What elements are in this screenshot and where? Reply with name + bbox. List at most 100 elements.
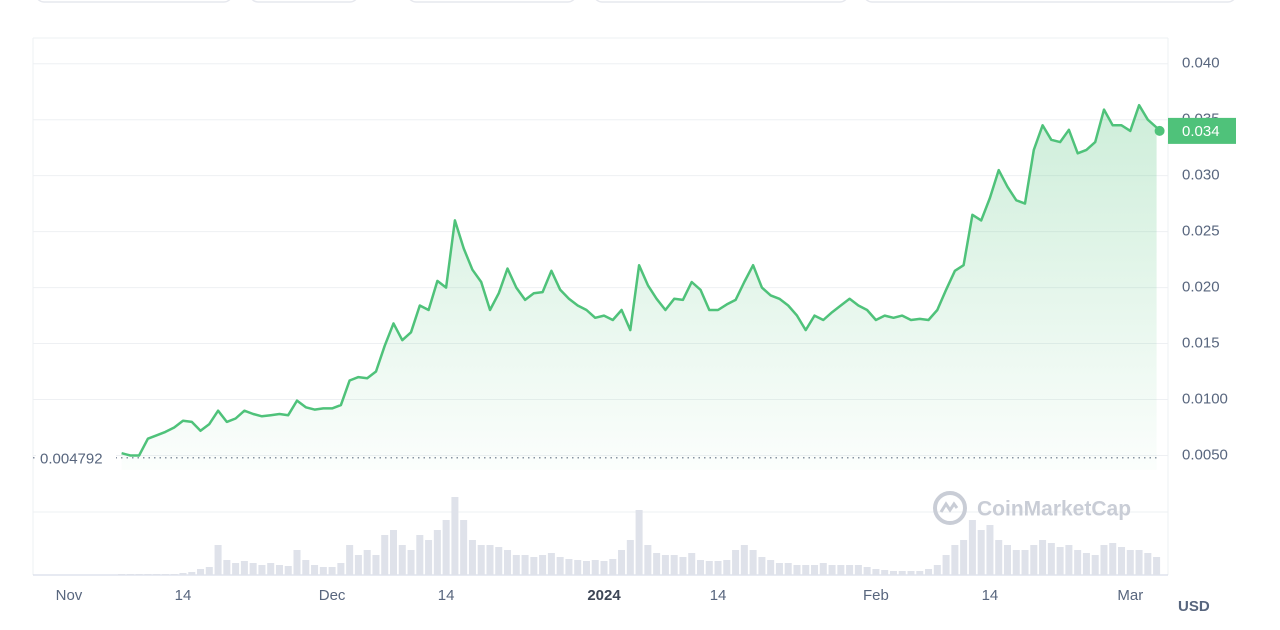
volume-bar (644, 545, 652, 575)
volume-bar (319, 567, 327, 575)
currency-label: USD (1178, 598, 1210, 615)
y-tick-label: 0.025 (1182, 223, 1220, 240)
volume-bar (1047, 543, 1055, 575)
volume-bar (232, 563, 240, 575)
volume-bar (591, 560, 599, 575)
volume-bar (819, 563, 827, 575)
volume-bar (732, 550, 740, 575)
volume-bar (372, 555, 380, 575)
volume-bar (688, 553, 696, 575)
volume-bar (547, 553, 555, 575)
volume-bar (740, 545, 748, 575)
volume-bar (179, 573, 187, 575)
volume-bar (153, 574, 161, 575)
volume-bar (723, 560, 731, 575)
volume-bar (530, 557, 538, 575)
volume-bar (223, 560, 231, 575)
volume-bar (363, 550, 371, 575)
volume-bar (486, 545, 494, 575)
volume-bar (311, 565, 319, 575)
volume-bar (872, 569, 880, 575)
volume-bar (705, 561, 713, 575)
volume-bar (1109, 543, 1117, 575)
volume-bar (214, 545, 222, 575)
volume-bar (670, 555, 678, 575)
volume-bar (398, 545, 406, 575)
y-tick-label: 0.030 (1182, 167, 1220, 184)
volume-bar (1021, 550, 1029, 575)
volume-bar (960, 540, 968, 575)
volume-bar (118, 574, 126, 575)
x-tick-label: 14 (438, 587, 455, 604)
volume-bar (389, 530, 398, 575)
volume-bar (556, 557, 564, 575)
volume-bar (512, 555, 520, 575)
volume-bar (767, 560, 775, 575)
volume-bar (802, 565, 810, 575)
start-price-label: 0.004792 (40, 451, 103, 468)
volume-bar (925, 569, 933, 575)
volume-bar (258, 565, 266, 575)
volume-bar (758, 557, 766, 575)
volume-bar (205, 567, 213, 575)
volume-bar (1065, 545, 1073, 575)
volume-bar (600, 561, 608, 575)
volume-bar (977, 530, 985, 575)
watermark: CoinMarketCap (933, 491, 1131, 525)
volume-bar (1039, 540, 1047, 575)
volume-bar (240, 561, 248, 575)
volume-bar (811, 565, 819, 575)
x-tick-label: Dec (319, 587, 346, 604)
volume-bar (714, 561, 722, 575)
current-price-label: 0.034 (1182, 123, 1220, 140)
volume-bar (1012, 550, 1020, 575)
price-line (121, 103, 1158, 457)
volume-bar (425, 540, 433, 575)
volume-bar (775, 563, 783, 575)
volume-bar (793, 565, 801, 575)
volume-bar (354, 555, 362, 575)
volume-bar (951, 545, 959, 575)
volume-bar (144, 574, 152, 575)
volume-bar (574, 560, 582, 575)
volume-bar (249, 563, 257, 575)
volume-bar (267, 563, 275, 575)
volume-bar (1118, 547, 1126, 575)
volume-bar (1144, 553, 1152, 575)
y-tick-label: 0.020 (1182, 279, 1220, 296)
volume-bar (1091, 555, 1099, 575)
volume-bar (696, 560, 705, 575)
volume-bar (881, 570, 889, 575)
volume-bar (1056, 547, 1064, 575)
x-tick-label: Nov (56, 587, 83, 604)
volume-bar (968, 520, 976, 575)
volume-bar (539, 555, 547, 575)
volume-bar (1153, 557, 1161, 575)
volume-bar (161, 574, 169, 575)
volume-bar (381, 535, 389, 575)
volume-bar (521, 555, 529, 575)
volume-bar (1030, 545, 1038, 575)
volume-bar (889, 571, 897, 575)
volume-bar (916, 571, 924, 575)
volume-bar (995, 540, 1003, 575)
x-tick-label: Feb (863, 587, 889, 604)
volume-bar (898, 571, 906, 575)
price-area (121, 105, 1157, 470)
x-tick-label: 14 (710, 587, 727, 604)
volume-bar (135, 574, 143, 575)
volume-bar (626, 540, 634, 575)
y-tick-label: 0.015 (1182, 335, 1220, 352)
x-tick-label: 14 (175, 587, 192, 604)
volume-bar (407, 550, 415, 575)
volume-bar (504, 550, 512, 575)
volume-bar (275, 565, 283, 575)
start-price-label-bg (36, 447, 116, 468)
volume-bar (635, 510, 643, 575)
volume-bar (582, 561, 590, 575)
volume-bar (302, 560, 310, 575)
volume-bar (416, 535, 424, 575)
volume-bar (170, 574, 178, 575)
volume-bar (284, 566, 292, 575)
